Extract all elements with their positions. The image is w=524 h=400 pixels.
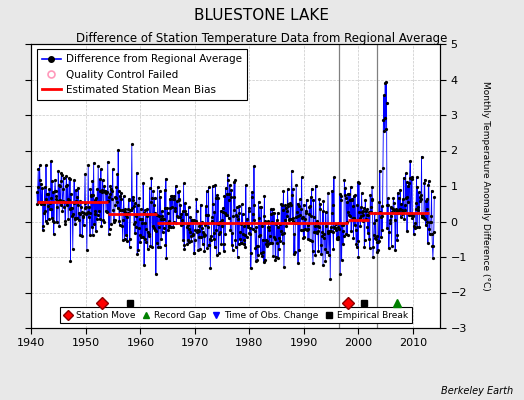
Text: BLUESTONE LAKE: BLUESTONE LAKE xyxy=(194,8,330,23)
Legend: Station Move, Record Gap, Time of Obs. Change, Empirical Break: Station Move, Record Gap, Time of Obs. C… xyxy=(60,307,411,324)
Text: Berkeley Earth: Berkeley Earth xyxy=(441,386,514,396)
Text: Difference of Station Temperature Data from Regional Average: Difference of Station Temperature Data f… xyxy=(77,32,447,45)
Y-axis label: Monthly Temperature Anomaly Difference (°C): Monthly Temperature Anomaly Difference (… xyxy=(481,81,490,291)
